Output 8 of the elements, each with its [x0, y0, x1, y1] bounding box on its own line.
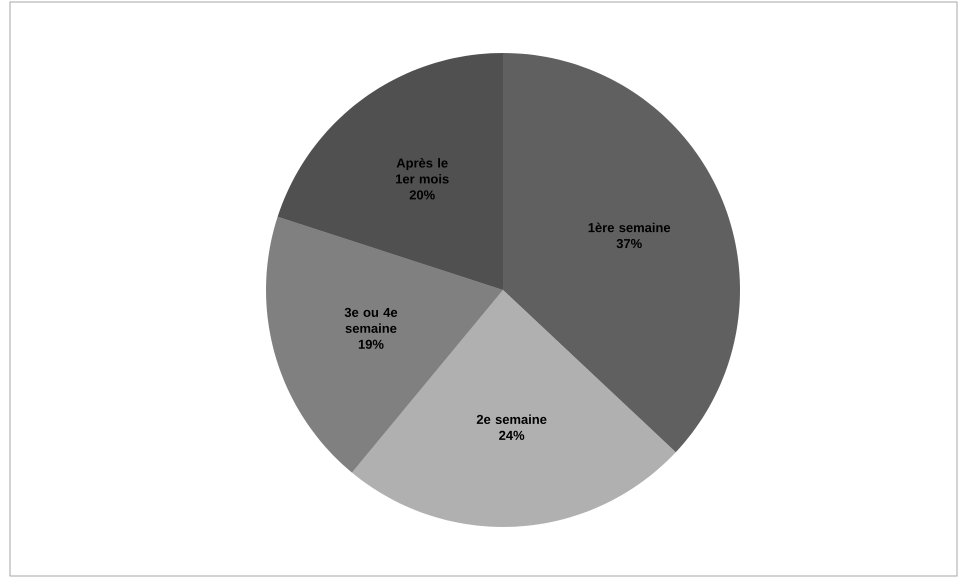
slice-label: Après le 1er mois	[396, 158, 449, 184]
slice-label: 1ère semaine	[588, 222, 670, 232]
data-label: 20%	[410, 190, 435, 200]
slice-label: 3e ou 4e semaine	[344, 308, 398, 333]
data-label: 24%	[499, 430, 524, 440]
data-label: 37%	[616, 238, 642, 248]
slice-label: 2e semaine	[476, 414, 546, 424]
data-label: 19%	[358, 340, 384, 349]
